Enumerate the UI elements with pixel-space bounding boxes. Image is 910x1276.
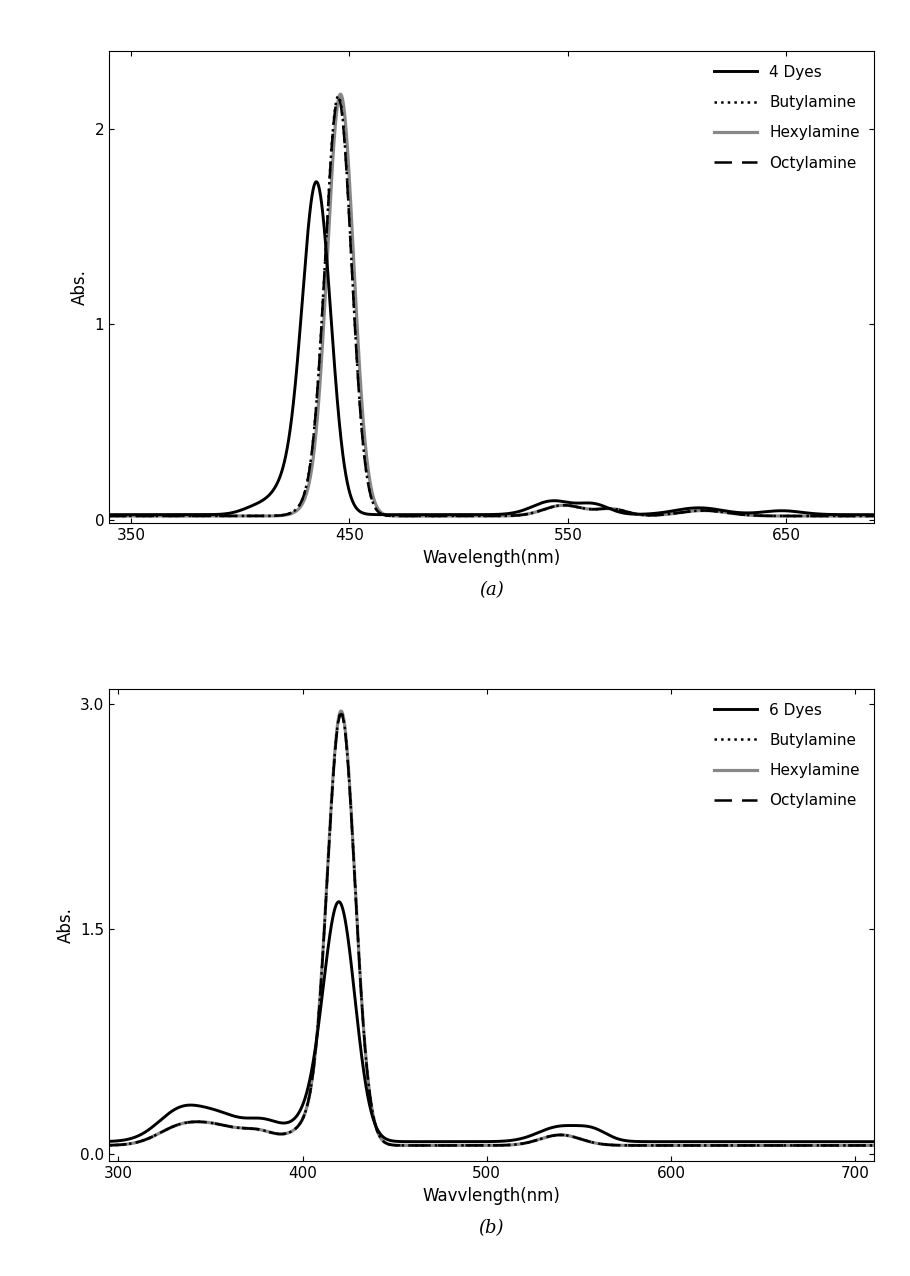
Octylamine bbox=[336, 707, 347, 722]
X-axis label: Wavvlength(nm): Wavvlength(nm) bbox=[422, 1187, 561, 1205]
4 Dyes bbox=[590, 496, 601, 512]
4 Dyes bbox=[558, 494, 569, 509]
Butylamine bbox=[465, 508, 476, 523]
Butylamine bbox=[793, 1138, 804, 1154]
6 Dyes bbox=[401, 1134, 412, 1150]
Butylamine bbox=[809, 508, 820, 523]
Hexylamine bbox=[401, 1138, 412, 1154]
Line: Hexylamine: Hexylamine bbox=[109, 711, 874, 1146]
Butylamine bbox=[104, 1138, 115, 1154]
Butylamine bbox=[558, 498, 569, 513]
Y-axis label: Abs.: Abs. bbox=[56, 907, 75, 943]
6 Dyes bbox=[746, 1134, 757, 1150]
Butylamine bbox=[380, 508, 391, 523]
6 Dyes bbox=[693, 1134, 703, 1150]
Hexylamine bbox=[465, 508, 476, 523]
4 Dyes bbox=[868, 507, 879, 522]
Octylamine bbox=[868, 1138, 879, 1154]
6 Dyes bbox=[431, 1134, 442, 1150]
Hexylamine bbox=[104, 508, 115, 523]
4 Dyes bbox=[104, 507, 115, 522]
Hexylamine bbox=[731, 1138, 742, 1154]
Line: Butylamine: Butylamine bbox=[109, 712, 874, 1146]
Legend: 6 Dyes, Butylamine, Hexylamine, Octylamine: 6 Dyes, Butylamine, Hexylamine, Octylami… bbox=[708, 697, 866, 814]
Line: Butylamine: Butylamine bbox=[109, 96, 874, 516]
Hexylamine bbox=[186, 1114, 197, 1129]
Butylamine bbox=[596, 1137, 607, 1152]
Octylamine bbox=[868, 508, 879, 523]
Octylamine bbox=[263, 508, 274, 523]
Butylamine bbox=[693, 1138, 703, 1154]
Line: Octylamine: Octylamine bbox=[109, 715, 874, 1146]
Octylamine bbox=[590, 501, 601, 517]
Hexylamine bbox=[596, 1137, 607, 1152]
Hexylamine bbox=[558, 498, 569, 513]
4 Dyes bbox=[465, 507, 476, 522]
Octylamine bbox=[793, 1138, 804, 1154]
Hexylamine bbox=[263, 508, 274, 523]
6 Dyes bbox=[793, 1134, 804, 1150]
X-axis label: Wavelength(nm): Wavelength(nm) bbox=[422, 549, 561, 567]
Butylamine bbox=[590, 501, 601, 517]
Octylamine bbox=[431, 1138, 442, 1154]
Octylamine bbox=[104, 1138, 115, 1154]
Octylamine bbox=[596, 1137, 607, 1152]
Hexylamine bbox=[590, 501, 601, 517]
6 Dyes bbox=[333, 894, 344, 910]
Octylamine bbox=[104, 508, 115, 523]
Hexylamine bbox=[380, 508, 391, 523]
Butylamine bbox=[731, 1138, 742, 1154]
Line: Hexylamine: Hexylamine bbox=[109, 94, 874, 516]
Butylamine bbox=[868, 508, 879, 523]
Hexylamine bbox=[809, 508, 820, 523]
Butylamine bbox=[186, 1114, 197, 1129]
4 Dyes bbox=[380, 507, 391, 522]
Hexylamine bbox=[693, 1138, 703, 1154]
Octylamine bbox=[465, 508, 476, 523]
6 Dyes bbox=[868, 1134, 879, 1150]
Octylamine bbox=[186, 1114, 197, 1129]
Line: Octylamine: Octylamine bbox=[109, 98, 874, 516]
Text: (a): (a) bbox=[479, 581, 504, 598]
4 Dyes bbox=[311, 174, 322, 189]
Octylamine bbox=[693, 1138, 703, 1154]
Text: (b): (b) bbox=[479, 1219, 504, 1236]
Hexylamine bbox=[335, 87, 346, 102]
4 Dyes bbox=[809, 507, 820, 522]
6 Dyes bbox=[596, 1123, 607, 1138]
Line: 4 Dyes: 4 Dyes bbox=[109, 181, 874, 514]
Octylamine bbox=[380, 508, 391, 523]
Hexylamine bbox=[431, 1138, 442, 1154]
Butylamine bbox=[333, 88, 344, 103]
Y-axis label: Abs.: Abs. bbox=[71, 269, 89, 305]
4 Dyes bbox=[263, 487, 274, 503]
Hexylamine bbox=[336, 703, 347, 718]
Hexylamine bbox=[793, 1138, 804, 1154]
Octylamine bbox=[731, 1138, 742, 1154]
Butylamine bbox=[431, 1138, 442, 1154]
Octylamine bbox=[333, 91, 344, 106]
Octylamine bbox=[809, 508, 820, 523]
Butylamine bbox=[104, 508, 115, 523]
Butylamine bbox=[401, 1138, 412, 1154]
6 Dyes bbox=[104, 1133, 115, 1148]
Hexylamine bbox=[868, 508, 879, 523]
Hexylamine bbox=[104, 1138, 115, 1154]
Hexylamine bbox=[868, 1138, 879, 1154]
Butylamine bbox=[263, 508, 274, 523]
6 Dyes bbox=[186, 1097, 197, 1113]
Line: 6 Dyes: 6 Dyes bbox=[109, 902, 874, 1142]
Legend: 4 Dyes, Butylamine, Hexylamine, Octylamine: 4 Dyes, Butylamine, Hexylamine, Octylami… bbox=[708, 59, 866, 177]
Butylamine bbox=[868, 1138, 879, 1154]
Butylamine bbox=[336, 704, 347, 720]
Octylamine bbox=[401, 1138, 412, 1154]
Octylamine bbox=[558, 498, 569, 513]
